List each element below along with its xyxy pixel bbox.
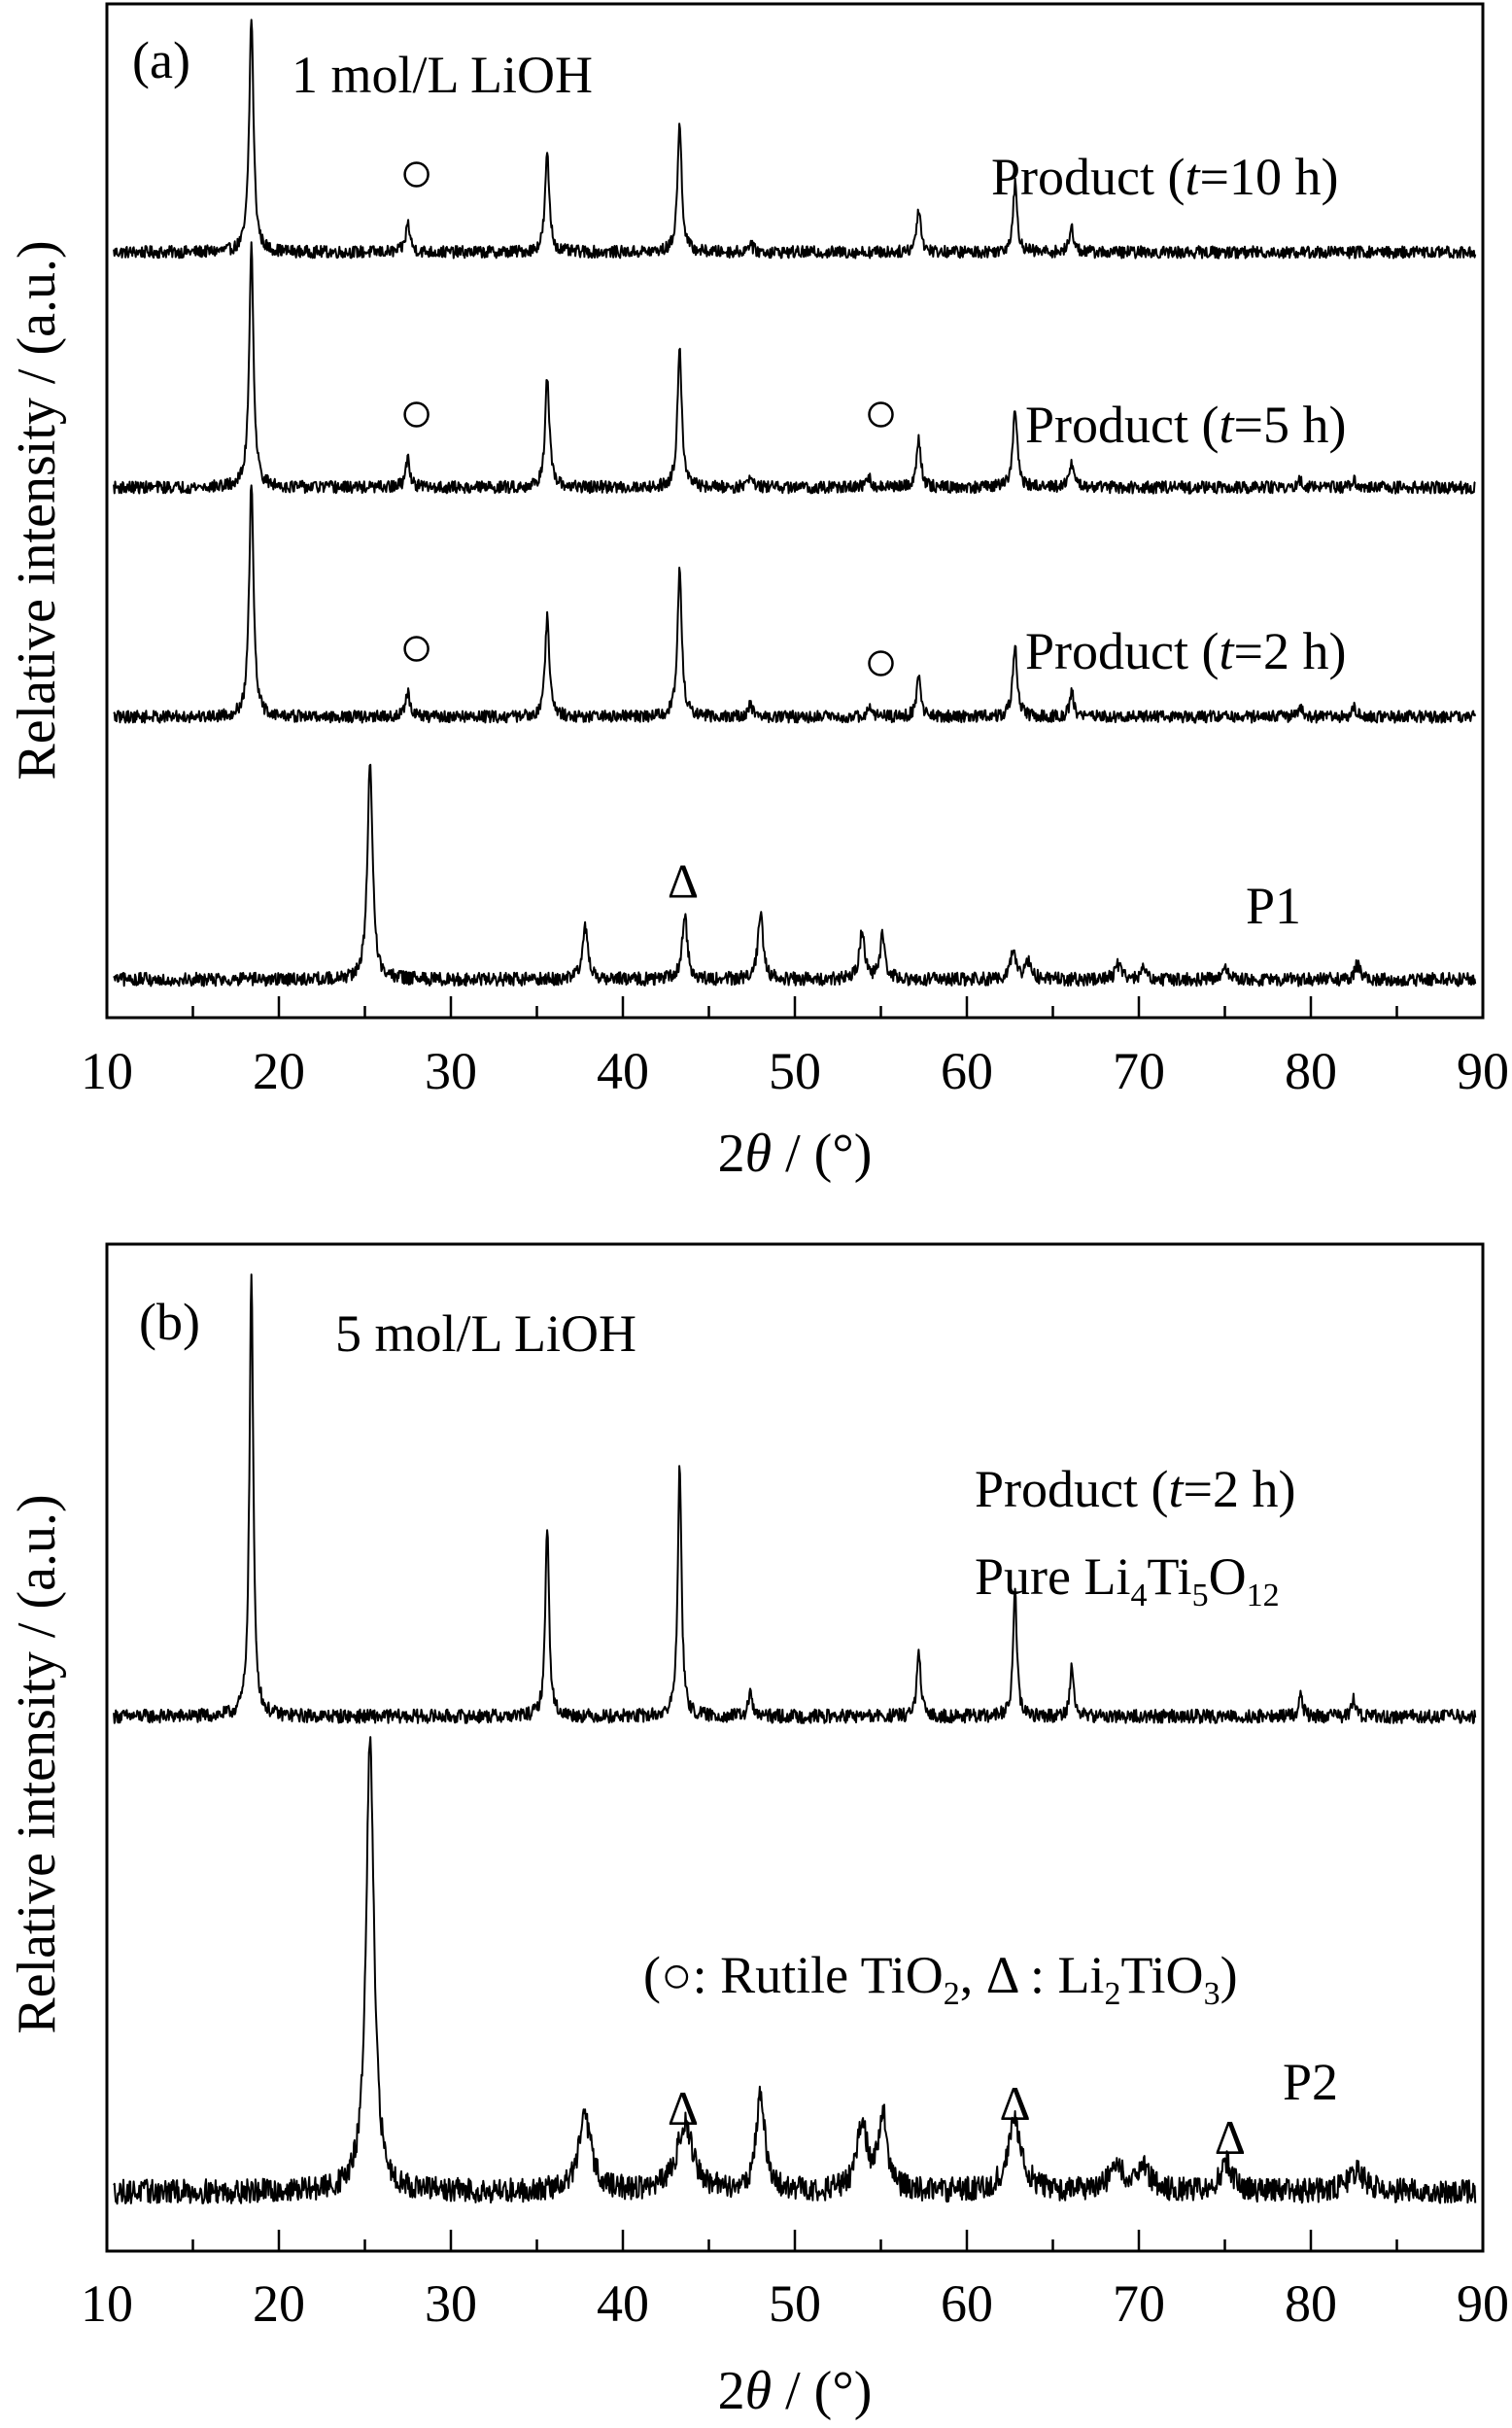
x-tick-label: 60 bbox=[941, 1042, 993, 1100]
panel-b-ylabel: Relative intensity / (a.u.) bbox=[7, 1494, 67, 2033]
series-b2-trace bbox=[113, 1736, 1477, 2205]
x-tick-label: 90 bbox=[1457, 1042, 1509, 1100]
panel-b-frame bbox=[105, 1242, 1485, 2253]
x-tick-label: 60 bbox=[941, 2274, 993, 2333]
rutile-marker bbox=[868, 650, 894, 676]
x-tick-label: 70 bbox=[1113, 1042, 1165, 1100]
panel-b-xticks: 10 20 30 40 50 60 70 80 90 bbox=[81, 2230, 1509, 2333]
series-b2-label: P2 bbox=[1283, 2053, 1338, 2111]
series-a2-label: Product (t=5 h) bbox=[1025, 396, 1346, 454]
panel-a-traces bbox=[113, 18, 1477, 988]
panel-a-ylabel: Relative intensity / (a.u.) bbox=[7, 240, 67, 780]
x-tick-label: 30 bbox=[425, 1042, 477, 1100]
panel-a-xlabel: 2θ / (°) bbox=[718, 1124, 873, 1184]
panel-a-condition: 1 mol/L LiOH bbox=[292, 46, 593, 104]
panel-b-markers: Δ ΔΔ bbox=[668, 2076, 1246, 2165]
rutile-marker bbox=[868, 401, 894, 428]
x-tick-label: 70 bbox=[1113, 2274, 1165, 2333]
legend-note: (○: Rutile TiO2, Δ : Li2TiO3) bbox=[643, 1946, 1238, 2012]
series-b1-trace bbox=[113, 1273, 1477, 1724]
x-tick-label: 20 bbox=[253, 2274, 305, 2333]
x-tick-label: 10 bbox=[81, 1042, 133, 1100]
x-tick-label: 80 bbox=[1285, 2274, 1337, 2333]
li2tio3-marker: Δ bbox=[668, 2081, 699, 2135]
x-tick-label: 30 bbox=[425, 2274, 477, 2333]
series-b1-sublabel: Pure Li4Ti5O12 bbox=[975, 1547, 1280, 1613]
li2tio3-marker: Δ bbox=[1000, 2076, 1031, 2131]
x-tick-label: 10 bbox=[81, 2274, 133, 2333]
li2tio3-marker: Δ bbox=[668, 853, 699, 908]
x-tick-label: 40 bbox=[597, 1042, 649, 1100]
li2tio3-marker: Δ bbox=[1215, 2110, 1246, 2165]
series-b1-label: Product (t=2 h) bbox=[975, 1460, 1295, 1518]
panel-a-xticks: 10 20 30 40 50 60 70 80 90 bbox=[81, 996, 1509, 1100]
panel-a-markers: Δ bbox=[403, 161, 894, 908]
panel-b-traces bbox=[113, 1273, 1477, 2205]
series-a1-trace bbox=[113, 18, 1477, 260]
x-tick-label: 40 bbox=[597, 2274, 649, 2333]
panel-b-condition: 5 mol/L LiOH bbox=[335, 1304, 636, 1363]
series-a3-label: Product (t=2 h) bbox=[1025, 622, 1346, 680]
x-tick-label: 80 bbox=[1285, 1042, 1337, 1100]
panel-b: 10 20 30 40 50 60 70 80 90 Δ ΔΔ (b) 5 mol/L LiOH … bbox=[7, 1242, 1509, 2421]
x-tick-label: 50 bbox=[769, 2274, 821, 2333]
panel-b-xlabel: 2θ / (°) bbox=[718, 2361, 873, 2421]
x-tick-label: 90 bbox=[1457, 2274, 1509, 2333]
series-a4-trace bbox=[113, 763, 1477, 988]
rutile-marker bbox=[403, 401, 430, 428]
series-a3-trace bbox=[113, 484, 1477, 724]
x-tick-label: 20 bbox=[253, 1042, 305, 1100]
panel-a-label: (a) bbox=[132, 31, 190, 89]
x-tick-label: 50 bbox=[769, 1042, 821, 1100]
series-a2-trace bbox=[113, 241, 1476, 495]
rutile-marker bbox=[403, 161, 430, 188]
series-a1-label: Product (t=10 h) bbox=[991, 148, 1338, 206]
rutile-marker bbox=[403, 636, 430, 662]
panel-b-label: (b) bbox=[139, 1293, 200, 1351]
panel-a: 10 20 30 40 50 60 70 80 90 Δ (a) 1 mol/L LiOH Pr… bbox=[7, 2, 1509, 1184]
series-a4-label: P1 bbox=[1246, 877, 1301, 935]
